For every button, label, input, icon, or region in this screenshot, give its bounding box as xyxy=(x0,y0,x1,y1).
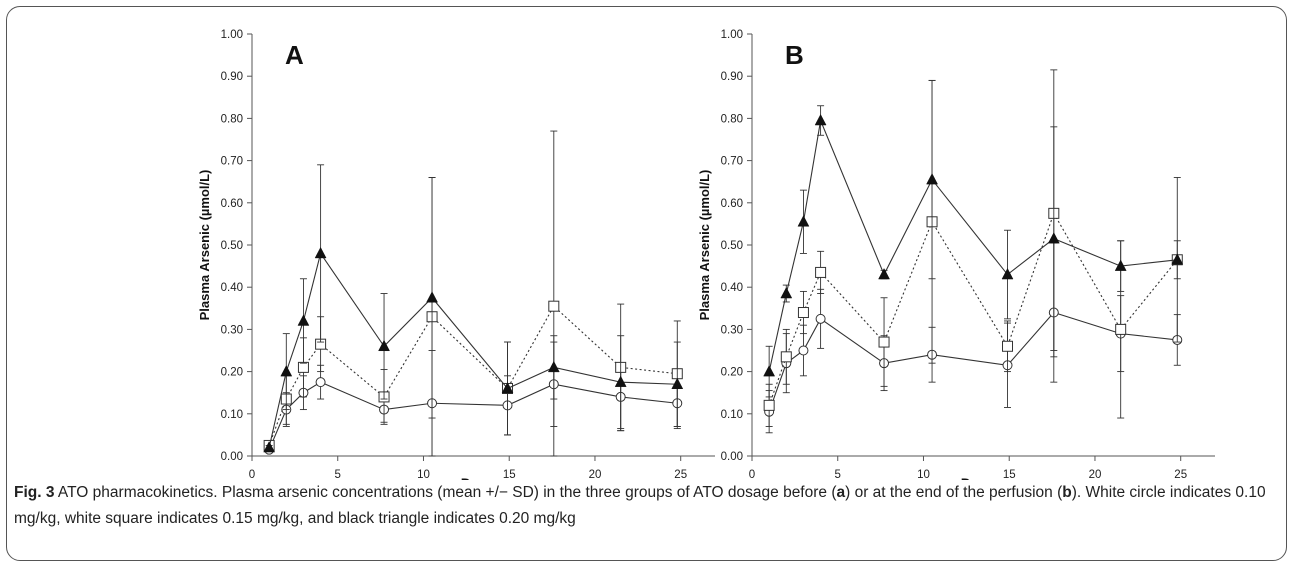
data-point-triangle xyxy=(614,375,627,387)
y-tick-label: 0.70 xyxy=(221,156,243,168)
series-line xyxy=(768,212,1178,406)
data-point-triangle xyxy=(547,360,560,373)
y-tick-label: 0.80 xyxy=(221,113,243,125)
x-axis-title: Days xyxy=(461,475,495,480)
series-square xyxy=(263,130,683,457)
data-point-triangle xyxy=(878,268,890,280)
data-point-square xyxy=(548,300,560,312)
data-point-triangle xyxy=(671,377,684,390)
data-point-circle xyxy=(798,345,809,356)
data-point-triangle xyxy=(926,173,938,185)
x-tick-label: 20 xyxy=(1089,469,1102,480)
data-point-triangle xyxy=(1047,232,1060,244)
data-point-square xyxy=(763,399,775,411)
data-point-square xyxy=(297,361,309,373)
panel-label: A xyxy=(285,40,304,70)
y-tick-label: 0.10 xyxy=(221,409,243,421)
y-tick-label: 0.50 xyxy=(221,240,243,252)
data-point-triangle xyxy=(378,339,390,352)
y-tick-label: 0.90 xyxy=(221,71,243,83)
y-tick-label: 0.30 xyxy=(221,324,243,336)
series-line xyxy=(768,311,1178,412)
x-tick-label: 0 xyxy=(249,469,255,480)
data-point-triangle xyxy=(797,215,810,227)
data-point-triangle xyxy=(814,113,827,126)
caption-fig-label: Fig. 3 xyxy=(14,484,55,501)
x-tick-label: 0 xyxy=(749,469,755,480)
series-line xyxy=(768,118,1178,372)
chart-panel-a: 0.00 0.10 0.20 0.30 0.40 0.50 0.60 0.70 0.80 0.90… xyxy=(197,29,715,480)
y-tick-label: 0.30 xyxy=(721,324,743,336)
y-tick-label: 0.50 xyxy=(721,240,743,252)
y-tick-label: 0.60 xyxy=(221,198,243,210)
y-tick-label: 0.20 xyxy=(721,367,743,379)
x-tick-label: 15 xyxy=(503,469,516,480)
data-point-square xyxy=(815,266,827,278)
x-tick-label: 5 xyxy=(335,469,341,480)
data-point-square xyxy=(878,336,890,348)
series-circle xyxy=(264,341,683,457)
y-tick-label: 0.80 xyxy=(721,113,743,125)
data-point-square xyxy=(1002,340,1014,352)
caption-ref-b: b xyxy=(1062,484,1072,501)
data-point-triangle xyxy=(501,381,514,394)
y-tick-label: 0.70 xyxy=(721,156,743,168)
data-point-triangle xyxy=(763,365,776,377)
y-tick-label: 1.00 xyxy=(221,29,243,41)
data-point-square xyxy=(1115,323,1127,335)
chart-panel-b: 0.00 0.10 0.20 0.30 0.40 0.50 0.60 0.70 0.80 0.90… xyxy=(697,29,1215,480)
data-point-triangle xyxy=(297,314,310,326)
series-line xyxy=(268,305,678,446)
caption-text-3: ). White circle indicates 0.10 mg/kg, wh… xyxy=(14,484,1266,527)
x-tick-label: 15 xyxy=(1003,469,1016,480)
y-tick-label: 0.90 xyxy=(721,71,743,83)
series-circle xyxy=(764,242,1183,434)
data-point-triangle xyxy=(426,291,438,303)
y-tick-label: 0.60 xyxy=(721,198,743,210)
x-tick-label: 25 xyxy=(674,469,687,480)
data-point-triangle xyxy=(314,246,327,259)
y-axis-title: Plasma Arsenic (µmol/L) xyxy=(697,170,712,321)
data-point-circle xyxy=(315,377,326,388)
data-point-triangle xyxy=(1114,259,1127,271)
data-point-square xyxy=(780,351,792,363)
x-tick-label: 5 xyxy=(835,469,841,480)
data-point-circle xyxy=(815,313,826,324)
series-square xyxy=(763,69,1183,427)
series-line xyxy=(268,252,678,448)
y-axis-title: Plasma Arsenic (µmol/L) xyxy=(197,170,212,321)
data-point-triangle xyxy=(280,365,293,377)
data-point-square xyxy=(797,307,809,319)
y-tick-label: 0.20 xyxy=(221,367,243,379)
caption-text-2: ) or at the end of the perfusion ( xyxy=(845,484,1063,501)
series-triangle xyxy=(763,79,1184,398)
data-point-triangle xyxy=(1171,253,1184,265)
x-axis-title: Days xyxy=(961,475,995,480)
y-tick-label: 0.10 xyxy=(721,409,743,421)
series-triangle xyxy=(263,164,684,453)
figure-caption: Fig. 3 ATO pharmacokinetics. Plasma arse… xyxy=(14,480,1279,532)
figure-charts: 0.00 0.10 0.20 0.30 0.40 0.50 0.60 0.70 0.80 0.90… xyxy=(197,29,1215,480)
y-tick-label: 0.40 xyxy=(221,282,243,294)
x-tick-label: 25 xyxy=(1174,469,1187,480)
figure-frame xyxy=(6,6,1287,561)
x-tick-label: 10 xyxy=(417,469,430,480)
caption-text-1: ATO pharmacokinetics. Plasma arsenic con… xyxy=(54,484,837,501)
data-point-triangle xyxy=(263,441,276,453)
y-tick-label: 0.40 xyxy=(721,282,743,294)
caption-ref-a: a xyxy=(836,484,846,501)
y-tick-label: 0.00 xyxy=(721,451,743,463)
data-point-triangle xyxy=(1001,268,1014,280)
y-tick-label: 1.00 xyxy=(721,29,743,41)
data-point-triangle xyxy=(780,286,793,299)
x-tick-label: 20 xyxy=(589,469,602,480)
series-line xyxy=(268,381,678,450)
y-tick-label: 0.00 xyxy=(221,451,243,463)
panel-label: B xyxy=(785,40,804,70)
x-tick-label: 10 xyxy=(917,469,930,480)
